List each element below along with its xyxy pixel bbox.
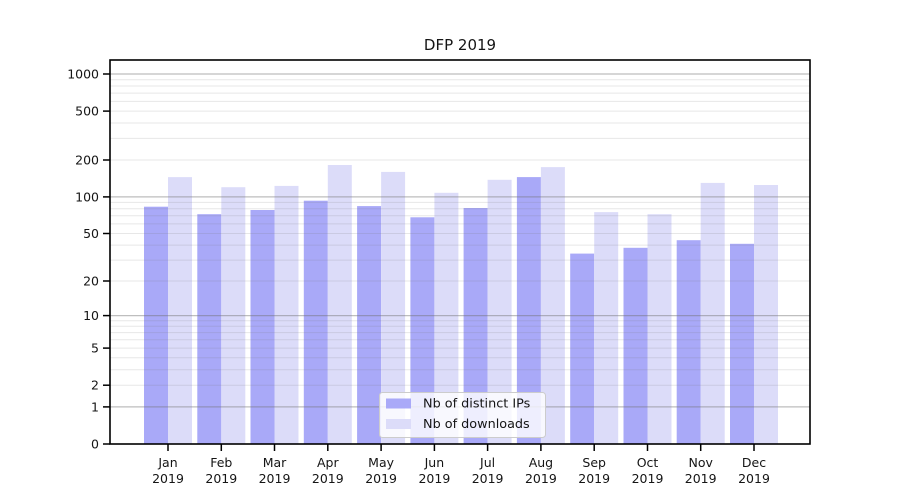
y-axis-tick-label-100: 100 bbox=[75, 189, 99, 204]
bar-distinct-ips-jan bbox=[144, 206, 168, 444]
x-axis-tick-label-year-oct: 2019 bbox=[632, 471, 664, 486]
legend-swatch-downloads bbox=[386, 419, 411, 429]
bar-downloads-oct bbox=[647, 214, 672, 444]
y-axis-tick-label-2: 2 bbox=[91, 378, 99, 393]
legend-box bbox=[379, 392, 546, 438]
x-axis-tick-label-year-jun: 2019 bbox=[418, 471, 450, 486]
bar-distinct-ips-may bbox=[357, 206, 382, 444]
x-axis-tick-label-year-nov: 2019 bbox=[685, 471, 717, 486]
x-axis-tick-label-month-oct: Oct bbox=[637, 455, 659, 470]
legend-label-distinct-ips: Nb of distinct IPs bbox=[423, 397, 531, 412]
x-axis-tick-label-year-jan: 2019 bbox=[152, 471, 184, 486]
x-axis-tick-label-month-aug: Aug bbox=[529, 455, 553, 470]
bar-downloads-dec bbox=[754, 185, 778, 444]
y-axis-tick-label-1: 1 bbox=[91, 399, 99, 414]
x-axis-tick-label-month-sep: Sep bbox=[582, 455, 606, 470]
x-axis-tick-label-month-mar: Mar bbox=[263, 455, 287, 470]
bar-downloads-mar bbox=[274, 185, 299, 444]
grid-layer bbox=[110, 73, 810, 408]
x-axis-tick-label-month-nov: Nov bbox=[688, 455, 713, 470]
chart-title: DFP 2019 bbox=[424, 36, 496, 54]
bar-downloads-jan bbox=[168, 177, 192, 444]
x-axis-tick-label-month-apr: Apr bbox=[317, 455, 339, 470]
x-axis-tick-label-month-feb: Feb bbox=[210, 455, 232, 470]
x-axis-tick-label-year-mar: 2019 bbox=[259, 471, 291, 486]
x-axis-tick-label-month-jun: Jun bbox=[424, 455, 445, 470]
legend-label-downloads: Nb of downloads bbox=[423, 417, 530, 432]
bar-distinct-ips-sep bbox=[570, 253, 595, 444]
x-axis-tick-label-year-feb: 2019 bbox=[205, 471, 237, 486]
bar-distinct-ips-mar bbox=[250, 210, 275, 444]
x-axis-tick-label-year-aug: 2019 bbox=[525, 471, 557, 486]
y-axis-tick-label-200: 200 bbox=[75, 153, 99, 168]
y-axis-tick-label-500: 500 bbox=[75, 104, 99, 119]
x-axis-tick-label-month-jul: Jul bbox=[479, 455, 495, 470]
bar-distinct-ips-nov bbox=[676, 240, 701, 444]
bar-distinct-ips-dec bbox=[730, 243, 754, 444]
x-axis-tick-label-month-jan: Jan bbox=[157, 455, 177, 470]
axes-layer: 01251020501002005001000Jan2019Feb2019Mar… bbox=[67, 67, 770, 487]
bar-downloads-nov bbox=[700, 182, 725, 444]
bar-distinct-ips-feb bbox=[197, 214, 222, 444]
y-axis-tick-label-1000: 1000 bbox=[67, 67, 99, 82]
y-axis-tick-label-50: 50 bbox=[83, 226, 99, 241]
legend: Nb of distinct IPs Nb of downloads bbox=[379, 392, 546, 438]
y-axis-tick-label-20: 20 bbox=[83, 274, 99, 289]
bar-downloads-sep bbox=[594, 212, 619, 444]
x-axis-tick-label-month-may: May bbox=[368, 455, 394, 470]
x-axis-tick-label-year-apr: 2019 bbox=[312, 471, 344, 486]
plot-frame bbox=[109, 59, 811, 445]
y-axis-tick-label-0: 0 bbox=[91, 437, 99, 452]
x-axis-tick-label-year-dec: 2019 bbox=[738, 471, 770, 486]
bar-distinct-ips-apr bbox=[303, 200, 328, 444]
legend-swatch-distinct-ips bbox=[386, 398, 411, 409]
x-axis-tick-label-year-sep: 2019 bbox=[578, 471, 610, 486]
x-axis-tick-label-year-may: 2019 bbox=[365, 471, 397, 486]
x-axis-tick-label-year-jul: 2019 bbox=[472, 471, 504, 486]
y-axis-tick-label-5: 5 bbox=[91, 341, 99, 356]
y-axis-tick-label-10: 10 bbox=[83, 308, 99, 323]
x-axis-tick-label-month-dec: Dec bbox=[742, 455, 766, 470]
bar-downloads-apr bbox=[327, 165, 352, 444]
bar-downloads-feb bbox=[221, 187, 246, 444]
bar-distinct-ips-oct bbox=[623, 247, 648, 444]
